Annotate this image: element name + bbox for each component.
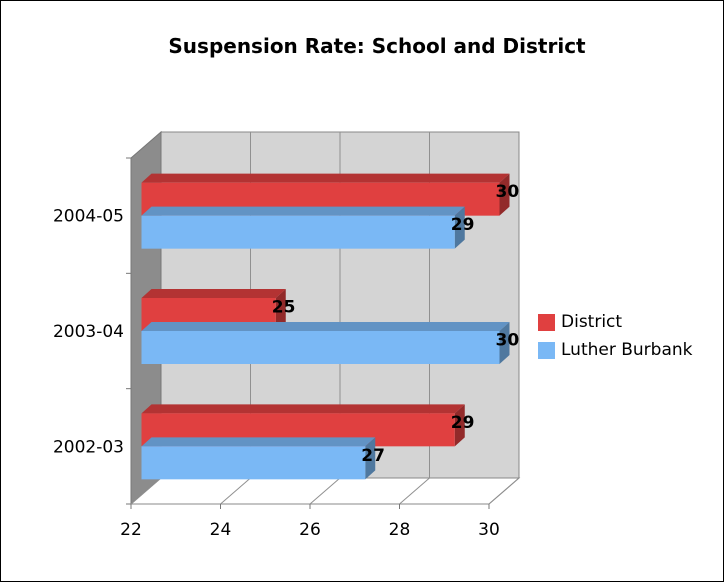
legend-swatch-luther-burbank	[538, 341, 555, 359]
legend-label-luther-burbank: Luther Burbank	[561, 340, 693, 360]
bar-end	[365, 437, 376, 480]
data-label: 25	[272, 298, 296, 318]
chart-title: Suspension Rate: School and District	[168, 34, 586, 58]
data-label: 29	[451, 215, 475, 235]
legend-label-district: District	[561, 312, 623, 332]
floor-gridline	[220, 477, 251, 505]
floor-gridline	[130, 477, 162, 505]
bar-end	[499, 322, 510, 364]
bar-end	[275, 289, 286, 331]
legend-swatch-district	[538, 313, 555, 331]
bar-end	[499, 173, 510, 216]
bar-top	[141, 173, 510, 183]
data-label: 30	[496, 331, 520, 351]
x-tick-label: 24	[210, 520, 232, 540]
bar	[141, 331, 500, 364]
x-tick-label: 26	[299, 520, 321, 540]
bar-top	[141, 322, 510, 331]
bar	[141, 446, 366, 480]
data-label: 27	[361, 446, 385, 466]
y-tick-label: 2003-04	[53, 322, 124, 342]
bar-top	[141, 206, 465, 216]
legend-item-luther-burbank: Luther Burbank	[538, 338, 693, 362]
data-label: 30	[496, 182, 520, 202]
floor-gridline	[399, 477, 430, 505]
x-tick-label: 22	[120, 520, 142, 540]
bar-top	[141, 437, 376, 447]
floor-gridline	[309, 477, 341, 505]
x-tick-label: 30	[478, 520, 500, 540]
legend-item-district: District	[538, 310, 693, 334]
data-label: 29	[451, 413, 475, 433]
y-tick-label: 2002-03	[53, 437, 124, 457]
bar-end	[454, 206, 465, 249]
floor-gridline	[488, 477, 520, 505]
y-tick-label: 2004-05	[53, 207, 124, 227]
chart-legend: District Luther Burbank	[538, 310, 693, 366]
bar	[141, 215, 455, 249]
bar-end	[454, 404, 465, 447]
bar-top	[141, 404, 465, 414]
x-tick-label: 28	[389, 520, 411, 540]
bar-top	[141, 289, 286, 298]
